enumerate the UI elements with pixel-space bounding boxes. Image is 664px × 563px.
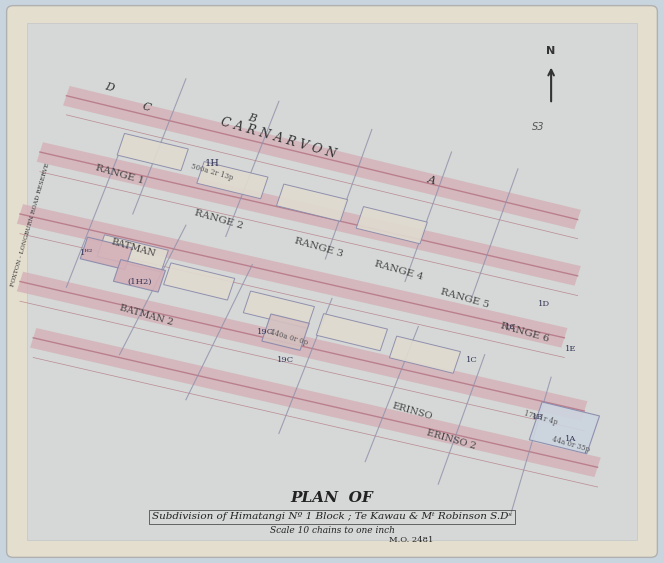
Polygon shape	[63, 86, 581, 229]
Text: 44a 0r 35p: 44a 0r 35p	[551, 436, 591, 454]
Text: 19C: 19C	[277, 356, 294, 364]
Text: RANGE 4: RANGE 4	[373, 259, 424, 282]
Polygon shape	[389, 336, 461, 373]
Polygon shape	[114, 260, 165, 292]
Text: C A R N A R V O N: C A R N A R V O N	[220, 115, 338, 160]
Text: ERINSO: ERINSO	[390, 401, 433, 421]
Text: FOXTON - LONGBURN ROAD RESERVE: FOXTON - LONGBURN ROAD RESERVE	[10, 163, 50, 288]
Text: D: D	[104, 81, 115, 93]
Text: M.O. 2481: M.O. 2481	[390, 537, 434, 544]
Text: 1ᴴ²: 1ᴴ²	[80, 249, 93, 257]
Polygon shape	[30, 328, 601, 477]
Polygon shape	[356, 207, 428, 244]
Text: 1B: 1B	[532, 413, 544, 421]
Text: RANGE 2: RANGE 2	[194, 208, 244, 231]
Text: (1H2): (1H2)	[127, 278, 151, 285]
Polygon shape	[316, 314, 388, 351]
Text: 440a 0r 0p: 440a 0r 0p	[269, 329, 309, 347]
Text: ERINSO 2: ERINSO 2	[426, 428, 477, 450]
Text: S3: S3	[532, 122, 544, 132]
Text: 1D: 1D	[539, 300, 550, 308]
Text: 1C: 1C	[465, 356, 477, 364]
Polygon shape	[17, 272, 588, 421]
Text: 17a 1r 4p: 17a 1r 4p	[523, 409, 559, 426]
Text: B: B	[247, 112, 258, 124]
Text: 1A: 1A	[565, 435, 577, 443]
Text: Subdivision of Himatangi Nº 1 Block ; Te Kawau & Mᵗ Robinson S.Dˢ: Subdivision of Himatangi Nº 1 Block ; Te…	[152, 512, 512, 521]
Text: 1E: 1E	[565, 345, 577, 353]
FancyBboxPatch shape	[27, 23, 637, 540]
Polygon shape	[97, 235, 169, 272]
Text: Scale 10 chains to one inch: Scale 10 chains to one inch	[270, 526, 394, 535]
Text: BATMAN 2: BATMAN 2	[118, 303, 174, 327]
Text: PLAN  OF: PLAN OF	[291, 491, 373, 505]
Text: BATMAN: BATMAN	[110, 237, 156, 258]
Polygon shape	[276, 184, 348, 221]
Text: 19C: 19C	[257, 328, 274, 336]
Polygon shape	[117, 133, 189, 171]
Polygon shape	[17, 204, 568, 347]
Polygon shape	[163, 263, 235, 300]
Text: RANGE 6: RANGE 6	[499, 321, 550, 343]
Text: RANGE 5: RANGE 5	[440, 287, 490, 310]
Text: 1H: 1H	[205, 159, 220, 168]
Text: N: N	[546, 46, 556, 56]
Polygon shape	[80, 237, 132, 270]
Text: A: A	[426, 175, 437, 186]
Polygon shape	[529, 402, 600, 454]
FancyBboxPatch shape	[7, 6, 657, 557]
Polygon shape	[243, 291, 315, 328]
Polygon shape	[197, 162, 268, 199]
Text: RANGE 1: RANGE 1	[94, 163, 145, 186]
Text: 1C: 1C	[505, 323, 517, 330]
Polygon shape	[37, 142, 581, 285]
Polygon shape	[262, 314, 309, 350]
Text: RANGE 3: RANGE 3	[293, 236, 344, 259]
Text: 500a 2r 13p: 500a 2r 13p	[191, 162, 234, 181]
Text: C: C	[141, 101, 151, 113]
